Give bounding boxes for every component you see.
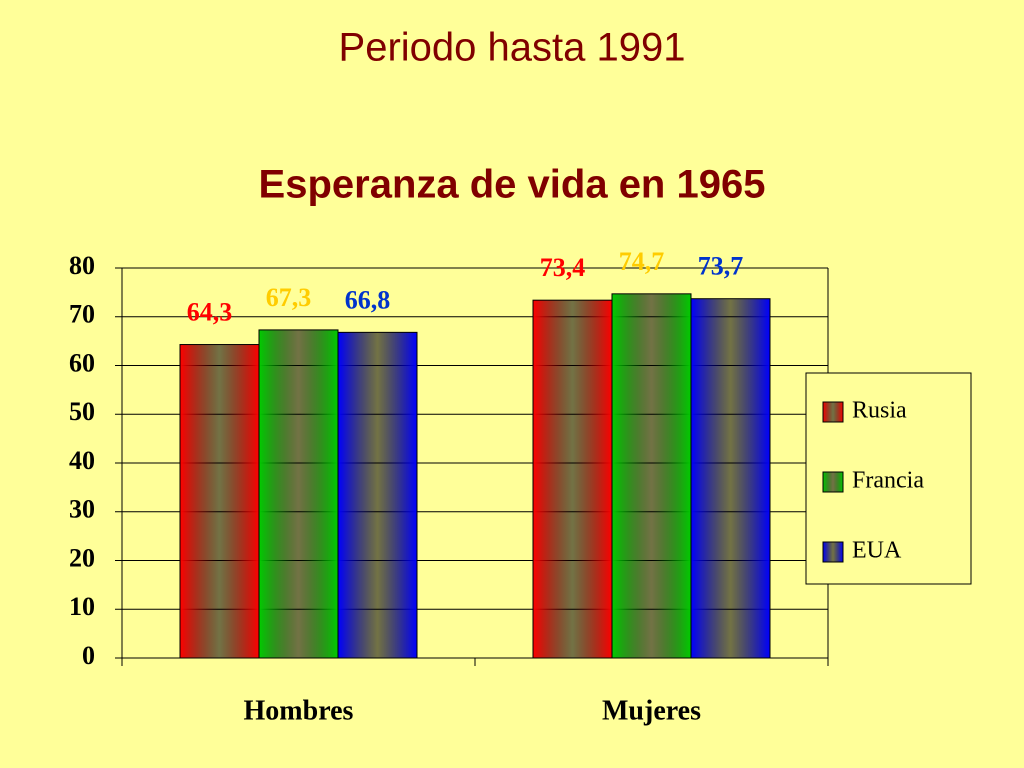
y-tick-label: 20 [69, 543, 95, 572]
y-tick-label: 40 [69, 446, 95, 475]
bar [179, 344, 260, 659]
legend-label: EUA [852, 538, 902, 564]
legend-swatch [822, 401, 844, 423]
y-tick-label: 10 [69, 592, 95, 621]
y-tick-label: 30 [69, 495, 95, 524]
value-label: 74,7 [619, 247, 665, 276]
x-tick-label: Mujeres [602, 695, 701, 726]
y-tick-label: 70 [69, 300, 95, 329]
bar [532, 299, 613, 659]
bar [258, 329, 339, 659]
bar [337, 331, 418, 659]
legend-swatch [822, 471, 844, 493]
y-tick-label: 50 [69, 397, 95, 426]
value-label: 73,4 [540, 253, 586, 282]
chart-title: Esperanza de vida en 1965 [259, 163, 766, 207]
y-tick-label: 60 [69, 348, 95, 377]
y-tick-label: 0 [82, 641, 95, 670]
value-label: 67,3 [266, 283, 312, 312]
bar [690, 298, 771, 659]
y-tick-label: 80 [69, 251, 95, 280]
legend-swatch [822, 541, 844, 563]
value-label: 73,7 [698, 252, 744, 281]
slide-title: Periodo hasta 1991 [339, 26, 686, 70]
value-label: 66,8 [345, 285, 391, 314]
x-tick-label: Hombres [244, 695, 354, 726]
legend-label: Francia [852, 468, 924, 494]
value-label: 64,3 [187, 298, 233, 327]
legend-label: Rusia [852, 398, 907, 424]
bar [611, 293, 692, 659]
